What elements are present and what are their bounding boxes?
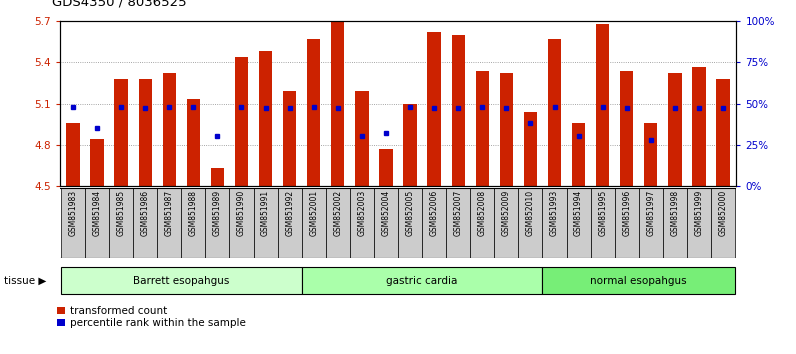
FancyBboxPatch shape [591, 188, 615, 258]
Text: GSM851987: GSM851987 [165, 190, 174, 236]
FancyBboxPatch shape [567, 188, 591, 258]
FancyBboxPatch shape [302, 188, 326, 258]
Bar [307, 39, 320, 186]
Text: GSM851998: GSM851998 [670, 190, 680, 236]
FancyBboxPatch shape [687, 188, 711, 258]
Text: GSM851994: GSM851994 [574, 190, 583, 236]
Bar [211, 168, 224, 186]
Text: GSM852003: GSM852003 [357, 190, 366, 236]
Text: GSM851984: GSM851984 [92, 190, 102, 236]
Text: GSM851983: GSM851983 [68, 190, 77, 236]
Bar [380, 149, 392, 186]
Text: GDS4350 / 8036525: GDS4350 / 8036525 [52, 0, 186, 9]
Text: GSM851988: GSM851988 [189, 190, 198, 236]
Text: GSM852008: GSM852008 [478, 190, 487, 236]
FancyBboxPatch shape [711, 188, 735, 258]
FancyBboxPatch shape [133, 188, 158, 258]
Text: gastric cardia: gastric cardia [386, 275, 458, 286]
FancyBboxPatch shape [85, 188, 109, 258]
FancyBboxPatch shape [109, 188, 133, 258]
FancyBboxPatch shape [518, 188, 542, 258]
FancyBboxPatch shape [205, 188, 229, 258]
Bar [548, 39, 561, 186]
Bar [283, 91, 296, 186]
Bar [524, 112, 537, 186]
FancyBboxPatch shape [278, 188, 302, 258]
Text: tissue ▶: tissue ▶ [4, 275, 46, 286]
FancyBboxPatch shape [542, 267, 735, 294]
Text: GSM851995: GSM851995 [598, 190, 607, 236]
Bar [693, 67, 705, 186]
FancyBboxPatch shape [663, 188, 687, 258]
Bar [115, 79, 127, 186]
FancyBboxPatch shape [446, 188, 470, 258]
Bar [259, 51, 272, 186]
Bar [66, 123, 80, 186]
Bar [187, 99, 200, 186]
FancyBboxPatch shape [61, 188, 85, 258]
Bar [669, 73, 681, 186]
Bar [355, 91, 369, 186]
Text: GSM851996: GSM851996 [622, 190, 631, 236]
Bar [644, 123, 657, 186]
Text: GSM851991: GSM851991 [261, 190, 270, 236]
Text: GSM852006: GSM852006 [430, 190, 439, 236]
Text: GSM852004: GSM852004 [381, 190, 391, 236]
Bar [427, 32, 441, 186]
Text: GSM852010: GSM852010 [526, 190, 535, 236]
Text: Barrett esopahgus: Barrett esopahgus [133, 275, 229, 286]
Bar [620, 71, 634, 186]
FancyBboxPatch shape [302, 267, 542, 294]
Legend: transformed count, percentile rank within the sample: transformed count, percentile rank withi… [57, 306, 247, 328]
FancyBboxPatch shape [494, 188, 518, 258]
FancyBboxPatch shape [422, 188, 446, 258]
Text: GSM852001: GSM852001 [309, 190, 318, 236]
Bar [404, 104, 416, 186]
Text: GSM851990: GSM851990 [237, 190, 246, 236]
Bar [235, 57, 248, 186]
Bar [716, 79, 730, 186]
FancyBboxPatch shape [181, 188, 205, 258]
Text: normal esopahgus: normal esopahgus [591, 275, 687, 286]
Text: GSM852005: GSM852005 [405, 190, 415, 236]
Bar [91, 139, 103, 186]
Bar [596, 24, 609, 186]
Bar [331, 21, 345, 186]
Bar [451, 35, 465, 186]
Bar [500, 73, 513, 186]
FancyBboxPatch shape [229, 188, 254, 258]
Text: GSM851999: GSM851999 [694, 190, 704, 236]
Bar [139, 79, 152, 186]
Bar [162, 73, 176, 186]
Text: GSM851985: GSM851985 [116, 190, 126, 236]
FancyBboxPatch shape [374, 188, 398, 258]
FancyBboxPatch shape [615, 188, 638, 258]
Text: GSM851992: GSM851992 [285, 190, 295, 236]
Text: GSM851989: GSM851989 [213, 190, 222, 236]
FancyBboxPatch shape [254, 188, 278, 258]
Text: GSM852002: GSM852002 [334, 190, 342, 236]
Text: GSM851997: GSM851997 [646, 190, 655, 236]
FancyBboxPatch shape [61, 267, 302, 294]
FancyBboxPatch shape [398, 188, 422, 258]
FancyBboxPatch shape [158, 188, 181, 258]
FancyBboxPatch shape [470, 188, 494, 258]
Text: GSM852000: GSM852000 [719, 190, 728, 236]
Text: GSM851986: GSM851986 [141, 190, 150, 236]
Text: GSM852007: GSM852007 [454, 190, 462, 236]
FancyBboxPatch shape [326, 188, 350, 258]
FancyBboxPatch shape [542, 188, 567, 258]
Bar [572, 123, 585, 186]
Text: GSM851993: GSM851993 [550, 190, 559, 236]
FancyBboxPatch shape [350, 188, 374, 258]
FancyBboxPatch shape [638, 188, 663, 258]
Bar [476, 71, 489, 186]
Text: GSM852009: GSM852009 [501, 190, 511, 236]
